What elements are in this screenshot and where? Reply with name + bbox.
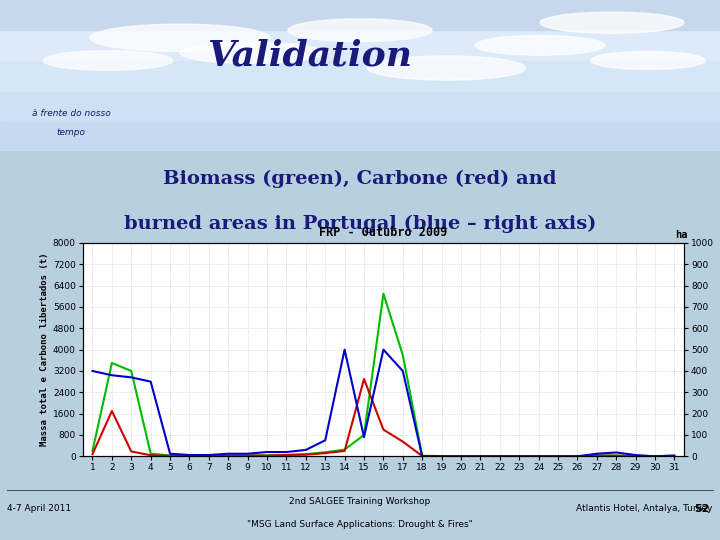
Ellipse shape — [288, 19, 432, 42]
Bar — [0, 30, 720, 60]
Ellipse shape — [43, 51, 173, 70]
Text: Atlantis Hotel, Antalya, Turkey: Atlantis Hotel, Antalya, Turkey — [576, 504, 713, 513]
Text: 2nd SALGEE Training Workshop: 2nd SALGEE Training Workshop — [289, 497, 431, 505]
Text: 52: 52 — [694, 504, 709, 514]
Ellipse shape — [590, 51, 706, 70]
Text: 4-7 April 2011: 4-7 April 2011 — [7, 504, 71, 513]
Ellipse shape — [90, 24, 270, 51]
Text: "MSG Land Surface Applications: Drought & Fires": "MSG Land Surface Applications: Drought … — [247, 521, 473, 529]
Text: burned areas in Portugal (blue – right axis): burned areas in Portugal (blue – right a… — [124, 214, 596, 233]
Bar — [0, 60, 720, 91]
Bar — [0, 121, 720, 151]
Text: tempo: tempo — [57, 128, 86, 137]
Y-axis label: Massa total e Carbono libertados (t): Massa total e Carbono libertados (t) — [40, 253, 49, 447]
Bar — [0, 91, 720, 121]
Ellipse shape — [475, 36, 605, 55]
Bar — [0, 0, 720, 30]
Text: Validation: Validation — [207, 39, 412, 72]
Ellipse shape — [367, 56, 526, 80]
Text: à frente do nosso: à frente do nosso — [32, 109, 111, 118]
Ellipse shape — [540, 12, 684, 33]
Text: Biomass (green), Carbone (red) and: Biomass (green), Carbone (red) and — [163, 170, 557, 188]
Title: FRP - Outubro 2009: FRP - Outubro 2009 — [319, 226, 448, 239]
Text: ha: ha — [675, 230, 688, 240]
Ellipse shape — [180, 42, 324, 64]
